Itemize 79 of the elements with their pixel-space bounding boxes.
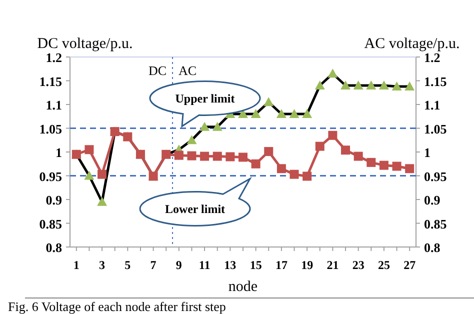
- y2-tick-label: 0.9: [424, 192, 441, 208]
- point: [187, 151, 196, 160]
- point: [200, 152, 210, 161]
- x-tick-label: 11: [198, 258, 210, 272]
- point: [290, 170, 299, 179]
- caption: Fig. 6 Voltage of each node after first step: [8, 299, 226, 314]
- point: [379, 160, 388, 170]
- y-tick-label: 1.1: [46, 98, 62, 112]
- point: [392, 81, 402, 90]
- point: [264, 147, 274, 156]
- point: [186, 135, 197, 144]
- y2-tick-label: 1: [424, 145, 430, 160]
- y2-tick-label: 1.1: [424, 98, 440, 112]
- point: [405, 164, 414, 174]
- y-tick-label: 1: [56, 145, 62, 160]
- x-tick-label: 3: [99, 258, 106, 272]
- y-tick-label: 1.15: [39, 74, 62, 89]
- y2-tick-label: 1.15: [424, 74, 448, 89]
- x-tick-label: 1: [73, 258, 80, 272]
- y2-tick-label: 0.8: [424, 240, 441, 255]
- point: [84, 170, 94, 180]
- x-tick-label: 13: [224, 258, 236, 272]
- point: [200, 122, 210, 131]
- ref-line-label: Upper limit: [175, 91, 235, 106]
- point: [404, 81, 415, 90]
- y-tick-label: 0.95: [39, 168, 62, 184]
- y-tick-label: 1.2: [46, 50, 62, 65]
- point: [97, 196, 108, 206]
- x-tick-label: 9: [176, 258, 182, 272]
- point: [302, 109, 312, 118]
- point: [264, 97, 274, 106]
- y2-tick-label: 1.05: [424, 121, 448, 136]
- annotation: AC: [178, 63, 197, 78]
- point: [238, 152, 248, 162]
- point: [314, 80, 325, 90]
- point: [378, 80, 389, 90]
- point: [251, 159, 260, 168]
- y2-tick-label: 0.95: [424, 168, 448, 184]
- point: [84, 145, 94, 154]
- point: [366, 158, 376, 167]
- y2-axis-title: AC voltage/p.u.: [364, 36, 460, 52]
- x-tick-label: 19: [301, 258, 314, 272]
- point: [289, 109, 300, 118]
- point: [340, 80, 351, 90]
- point: [341, 146, 350, 155]
- annotation: DC: [148, 63, 167, 78]
- point: [354, 152, 363, 161]
- point: [98, 170, 107, 179]
- x-tick-label: 15: [250, 258, 262, 272]
- point: [226, 152, 235, 162]
- point: [212, 122, 222, 131]
- x-tick-label: 5: [124, 258, 131, 272]
- point: [392, 162, 402, 171]
- point: [174, 150, 184, 160]
- point: [315, 142, 324, 151]
- y-tick-label: 1.05: [39, 121, 62, 136]
- point: [353, 80, 364, 90]
- y-tick-label: 0.85: [39, 216, 62, 232]
- y-tick-label: 0.8: [46, 240, 62, 255]
- ref-line-label: Lower limit: [164, 202, 226, 216]
- x-tick-label: 27: [404, 258, 416, 272]
- y-axis-title: DC voltage/p.u.: [37, 36, 133, 52]
- point: [366, 80, 376, 90]
- point: [302, 172, 312, 181]
- point: [328, 68, 338, 78]
- x-tick-label: 25: [378, 258, 390, 272]
- x-tick-label: 21: [326, 258, 339, 272]
- point: [250, 109, 261, 118]
- x-tick-label: 23: [352, 258, 364, 272]
- point: [328, 130, 338, 140]
- y2-tick-label: 0.85: [424, 216, 448, 232]
- point: [276, 109, 286, 118]
- x-tick-label: 17: [275, 258, 288, 272]
- x-axis-title: node: [228, 279, 258, 295]
- point: [276, 164, 286, 174]
- y-tick-label: 0.9: [46, 192, 62, 208]
- point: [212, 152, 222, 161]
- x-tick-label: 7: [150, 258, 156, 272]
- y2-tick-label: 1.2: [424, 50, 440, 65]
